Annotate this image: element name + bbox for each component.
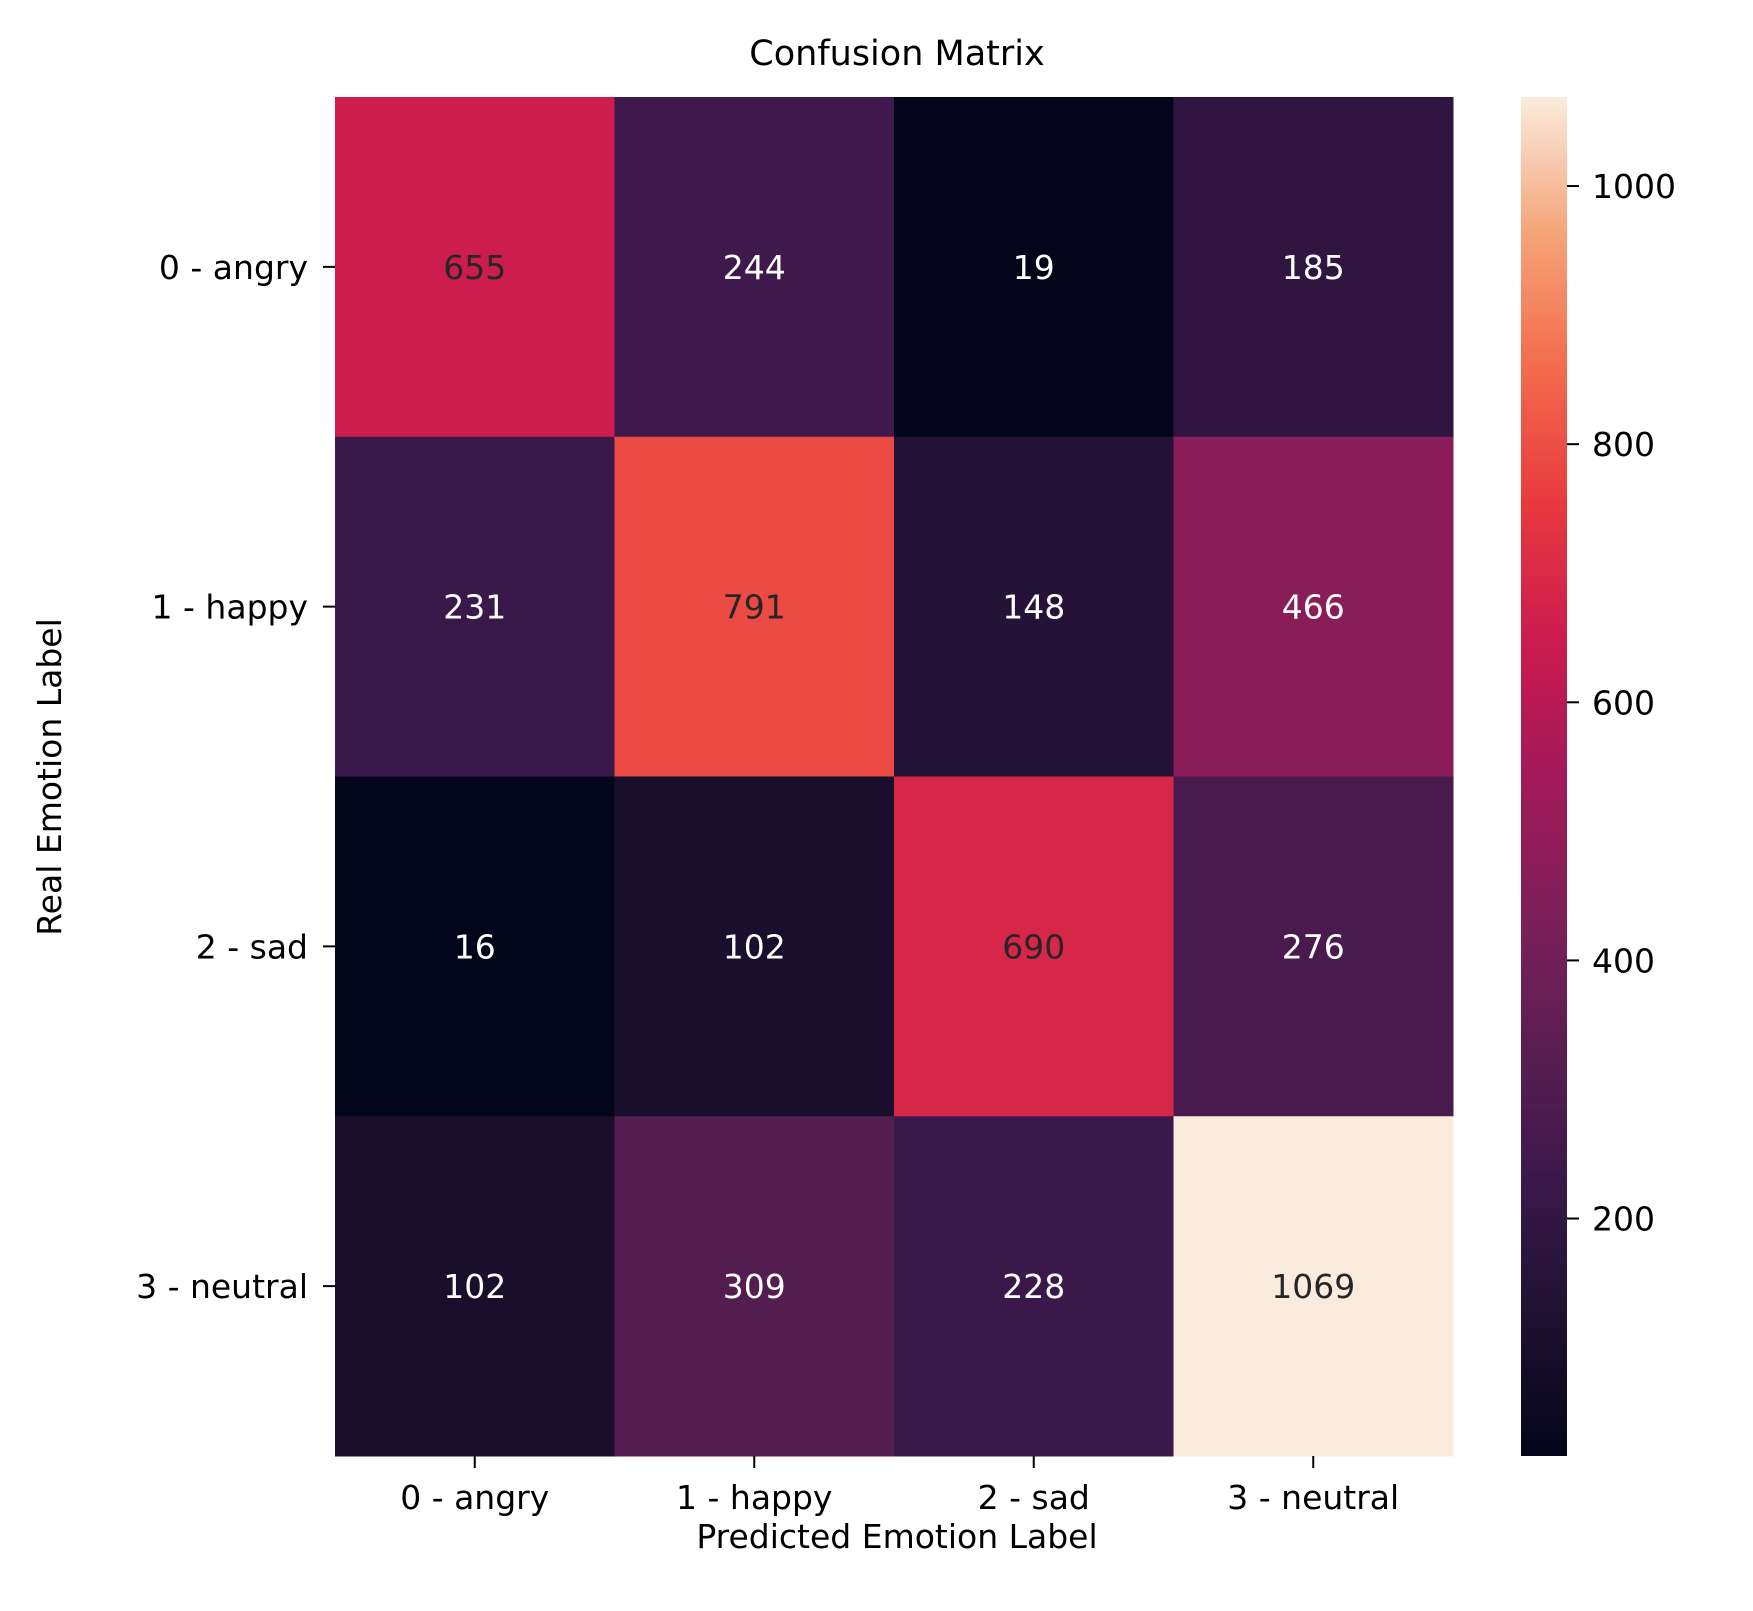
heatmap-cell (335, 436, 615, 777)
cell-annotation: 655 (443, 248, 506, 287)
x-axis-ticks: 0 - angry 1 - happy 2 - sad 3 - neutral (400, 1456, 1399, 1517)
colorbar-tick-label: 200 (1592, 1200, 1655, 1239)
heatmap-cell (1173, 776, 1454, 1117)
heatmap-cell (1173, 436, 1454, 777)
cell-annotation: 690 (1002, 927, 1065, 966)
colorbar (1521, 97, 1567, 1456)
heatmap-cell (335, 1116, 615, 1457)
y-axis-ticks: 0 - angry 1 - happy 2 - sad 3 - neutral (136, 248, 335, 1306)
x-tick-label: 0 - angry (400, 1478, 549, 1517)
heatmap-cell (614, 1116, 895, 1457)
y-tick-label: 0 - angry (159, 248, 308, 287)
cell-annotation: 148 (1002, 588, 1065, 627)
y-axis-label: Real Emotion Label (30, 618, 69, 936)
heatmap-cell (335, 97, 615, 438)
cell-annotations: 655 244 19 185 231 791 148 466 16 102 690 276 102 309… (443, 248, 1355, 1306)
cell-annotation: 102 (443, 1267, 506, 1306)
heatmap-cell (335, 776, 615, 1117)
heatmap-cell (894, 436, 1174, 777)
cell-annotation: 231 (443, 588, 506, 627)
heatmap-cell (894, 776, 1174, 1117)
colorbar-tick-label: 800 (1592, 425, 1655, 464)
cell-annotation: 276 (1282, 927, 1345, 966)
y-tick-label: 2 - sad (196, 927, 308, 966)
heatmap-cell (894, 97, 1174, 438)
cell-annotation: 309 (723, 1267, 786, 1306)
heatmap-cell (894, 1116, 1174, 1457)
cell-annotation: 244 (723, 248, 786, 287)
cell-annotation: 102 (723, 927, 786, 966)
x-tick-label: 1 - happy (676, 1478, 832, 1517)
cell-annotation: 791 (723, 588, 786, 627)
colorbar-tick-label: 1000 (1592, 167, 1676, 206)
x-tick-label: 3 - neutral (1227, 1478, 1399, 1517)
heatmap-cell (614, 776, 895, 1117)
cell-annotation: 228 (1002, 1267, 1065, 1306)
cell-annotation: 185 (1282, 248, 1345, 287)
cell-annotation: 466 (1282, 588, 1345, 627)
cell-annotation: 16 (454, 927, 496, 966)
cell-annotation: 1069 (1271, 1267, 1355, 1306)
colorbar-tick-label: 400 (1592, 941, 1655, 980)
y-tick-label: 1 - happy (152, 588, 308, 627)
heatmap-cell (614, 97, 895, 438)
chart-title: Confusion Matrix (749, 34, 1044, 74)
heatmap-cell (614, 436, 895, 777)
y-tick-label: 3 - neutral (136, 1267, 308, 1306)
x-axis-label: Predicted Emotion Label (696, 1517, 1097, 1556)
heatmap-cells (335, 97, 1454, 1457)
heatmap-cell (1173, 97, 1454, 438)
colorbar-ticks: 200 400 600 800 1000 (1567, 167, 1676, 1239)
cell-annotation: 19 (1013, 248, 1055, 287)
colorbar-tick-label: 600 (1592, 683, 1655, 722)
heatmap-cell (1173, 1116, 1454, 1457)
x-tick-label: 2 - sad (978, 1478, 1090, 1517)
